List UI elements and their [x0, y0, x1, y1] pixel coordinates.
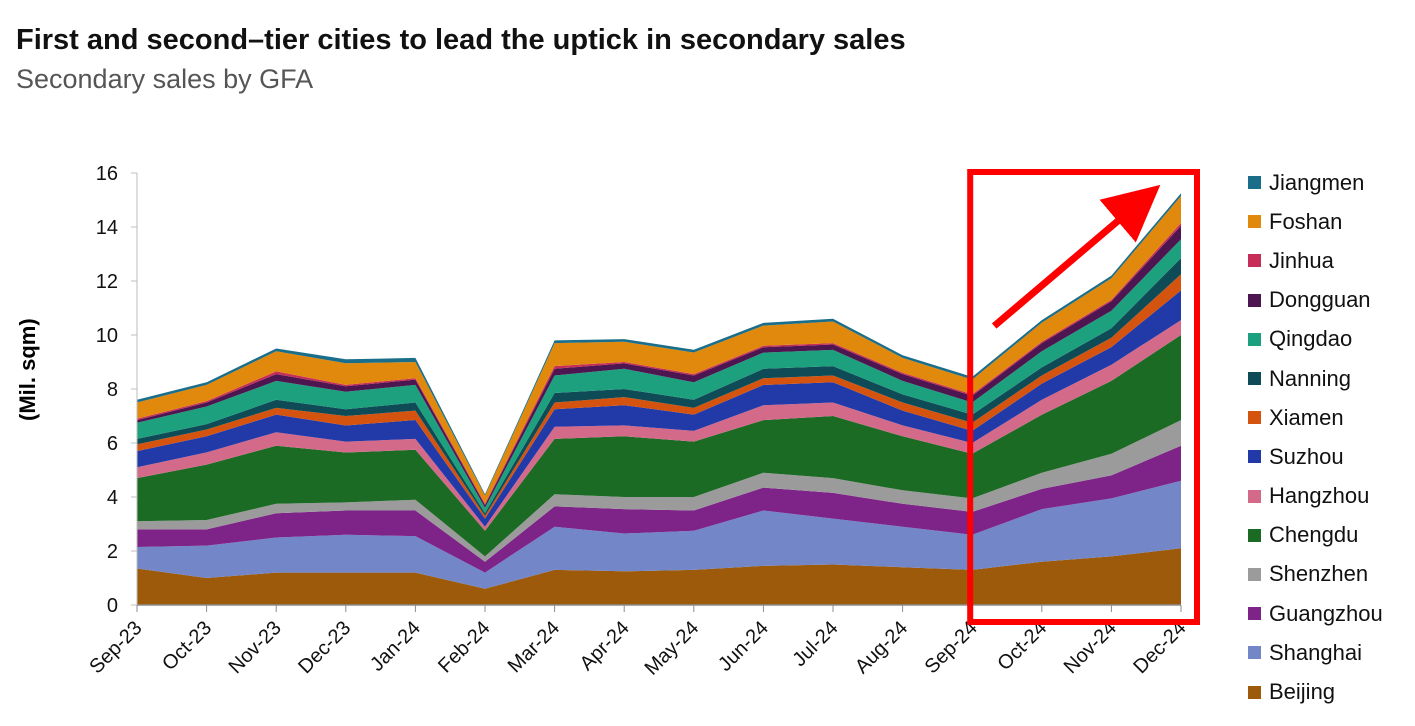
- legend-item-guangzhou: Guangzhou: [1248, 594, 1383, 633]
- y-tick-label: 10: [96, 325, 118, 347]
- area-jiangmen: [137, 193, 1181, 496]
- trend-arrow: [991, 184, 1161, 329]
- legend-label: Shenzhen: [1269, 561, 1369, 587]
- chart-subtitle: Secondary sales by GFA: [16, 64, 314, 94]
- x-tick-label: Aug-24: [851, 617, 912, 678]
- legend-item-foshan: Foshan: [1248, 202, 1383, 241]
- legend-swatch: [1248, 450, 1261, 464]
- area-layer: [137, 193, 1181, 605]
- legend-swatch: [1248, 372, 1261, 386]
- area-foshan: [137, 196, 1181, 504]
- x-tick-label: May-24: [641, 617, 704, 680]
- x-tick-label: Nov-24: [1060, 617, 1121, 678]
- area-qingdao: [137, 239, 1181, 514]
- x-tick-label: Oct-24: [993, 617, 1051, 675]
- legend-swatch: [1248, 215, 1261, 229]
- x-tick-label: Dec-23: [294, 617, 355, 678]
- x-tick-label: Mar-24: [504, 617, 564, 677]
- y-tick-label: 14: [96, 217, 118, 239]
- y-tick-label: 16: [96, 163, 118, 185]
- legend-item-hangzhou: Hangzhou: [1248, 477, 1383, 516]
- y-tick-label: 6: [107, 433, 118, 455]
- legend-swatch: [1248, 411, 1261, 425]
- y-tick-label: 2: [107, 541, 118, 563]
- x-tick-label: Apr-24: [576, 617, 634, 675]
- x-tick-label: Jan-24: [366, 617, 425, 676]
- legend-label: Jiangmen: [1269, 169, 1365, 195]
- y-tick-label: 4: [107, 487, 118, 509]
- x-tick-label: Dec-24: [1129, 617, 1190, 678]
- legend-swatch: [1248, 332, 1261, 346]
- legend-swatch: [1248, 685, 1261, 699]
- legend: Jiangmen Foshan Jinhua Dongguan Qingdao Nanni…: [1248, 163, 1383, 712]
- legend-label: Foshan: [1269, 208, 1343, 234]
- x-tick-label: Jun-24: [714, 617, 773, 676]
- legend-swatch: [1248, 293, 1261, 307]
- highlight-layer: [967, 169, 1201, 625]
- legend-swatch: [1248, 254, 1261, 268]
- legend-item-shanghai: Shanghai: [1248, 633, 1383, 672]
- legend-item-chengdu: Chengdu: [1248, 516, 1383, 555]
- x-tick-label: Jul-24: [788, 617, 842, 671]
- legend-swatch: [1248, 646, 1261, 660]
- legend-item-beijing: Beijing: [1248, 672, 1383, 711]
- x-tick-label: Nov-23: [225, 617, 286, 678]
- area-shanghai: [137, 480, 1181, 589]
- legend-item-nanning: Nanning: [1248, 359, 1383, 398]
- highlight-box: [967, 169, 1201, 625]
- legend-item-xiamen: Xiamen: [1248, 398, 1383, 437]
- legend-label: Nanning: [1269, 365, 1351, 391]
- legend-item-dongguan: Dongguan: [1248, 281, 1383, 320]
- legend-label: Shanghai: [1269, 639, 1362, 665]
- legend-swatch: [1248, 528, 1261, 542]
- area-beijing: [137, 548, 1181, 605]
- x-tick-label: Sep-23: [85, 617, 146, 678]
- x-tick-label: Sep-24: [921, 617, 982, 678]
- legend-swatch: [1248, 489, 1261, 503]
- y-tick-label: 8: [107, 379, 118, 401]
- legend-label: Xiamen: [1269, 404, 1344, 430]
- y-tick-label: 0: [107, 595, 118, 617]
- legend-label: Hangzhou: [1269, 483, 1370, 509]
- y-tick-label: 12: [96, 271, 118, 293]
- legend-item-qingdao: Qingdao: [1248, 320, 1383, 359]
- legend-swatch: [1248, 567, 1261, 581]
- legend-swatch: [1248, 176, 1261, 190]
- legend-item-suzhou: Suzhou: [1248, 437, 1383, 476]
- legend-item-jinhua: Jinhua: [1248, 241, 1383, 280]
- area-chengdu: [137, 335, 1181, 557]
- legend-label: Jinhua: [1269, 247, 1334, 273]
- legend-label: Chengdu: [1269, 522, 1359, 548]
- legend-swatch: [1248, 607, 1261, 621]
- legend-label: Dongguan: [1269, 287, 1371, 313]
- legend-label: Suzhou: [1269, 443, 1344, 469]
- x-tick-label: Feb-24: [434, 617, 494, 677]
- x-tick-label: Oct-23: [158, 617, 216, 675]
- legend-label: Guangzhou: [1269, 600, 1383, 626]
- chart-title: First and second–tier cities to lead the…: [16, 24, 906, 56]
- legend-item-jiangmen: Jiangmen: [1248, 163, 1383, 202]
- legend-label: Qingdao: [1269, 326, 1353, 352]
- legend-label: Beijing: [1269, 679, 1336, 705]
- legend-item-shenzhen: Shenzhen: [1248, 555, 1383, 594]
